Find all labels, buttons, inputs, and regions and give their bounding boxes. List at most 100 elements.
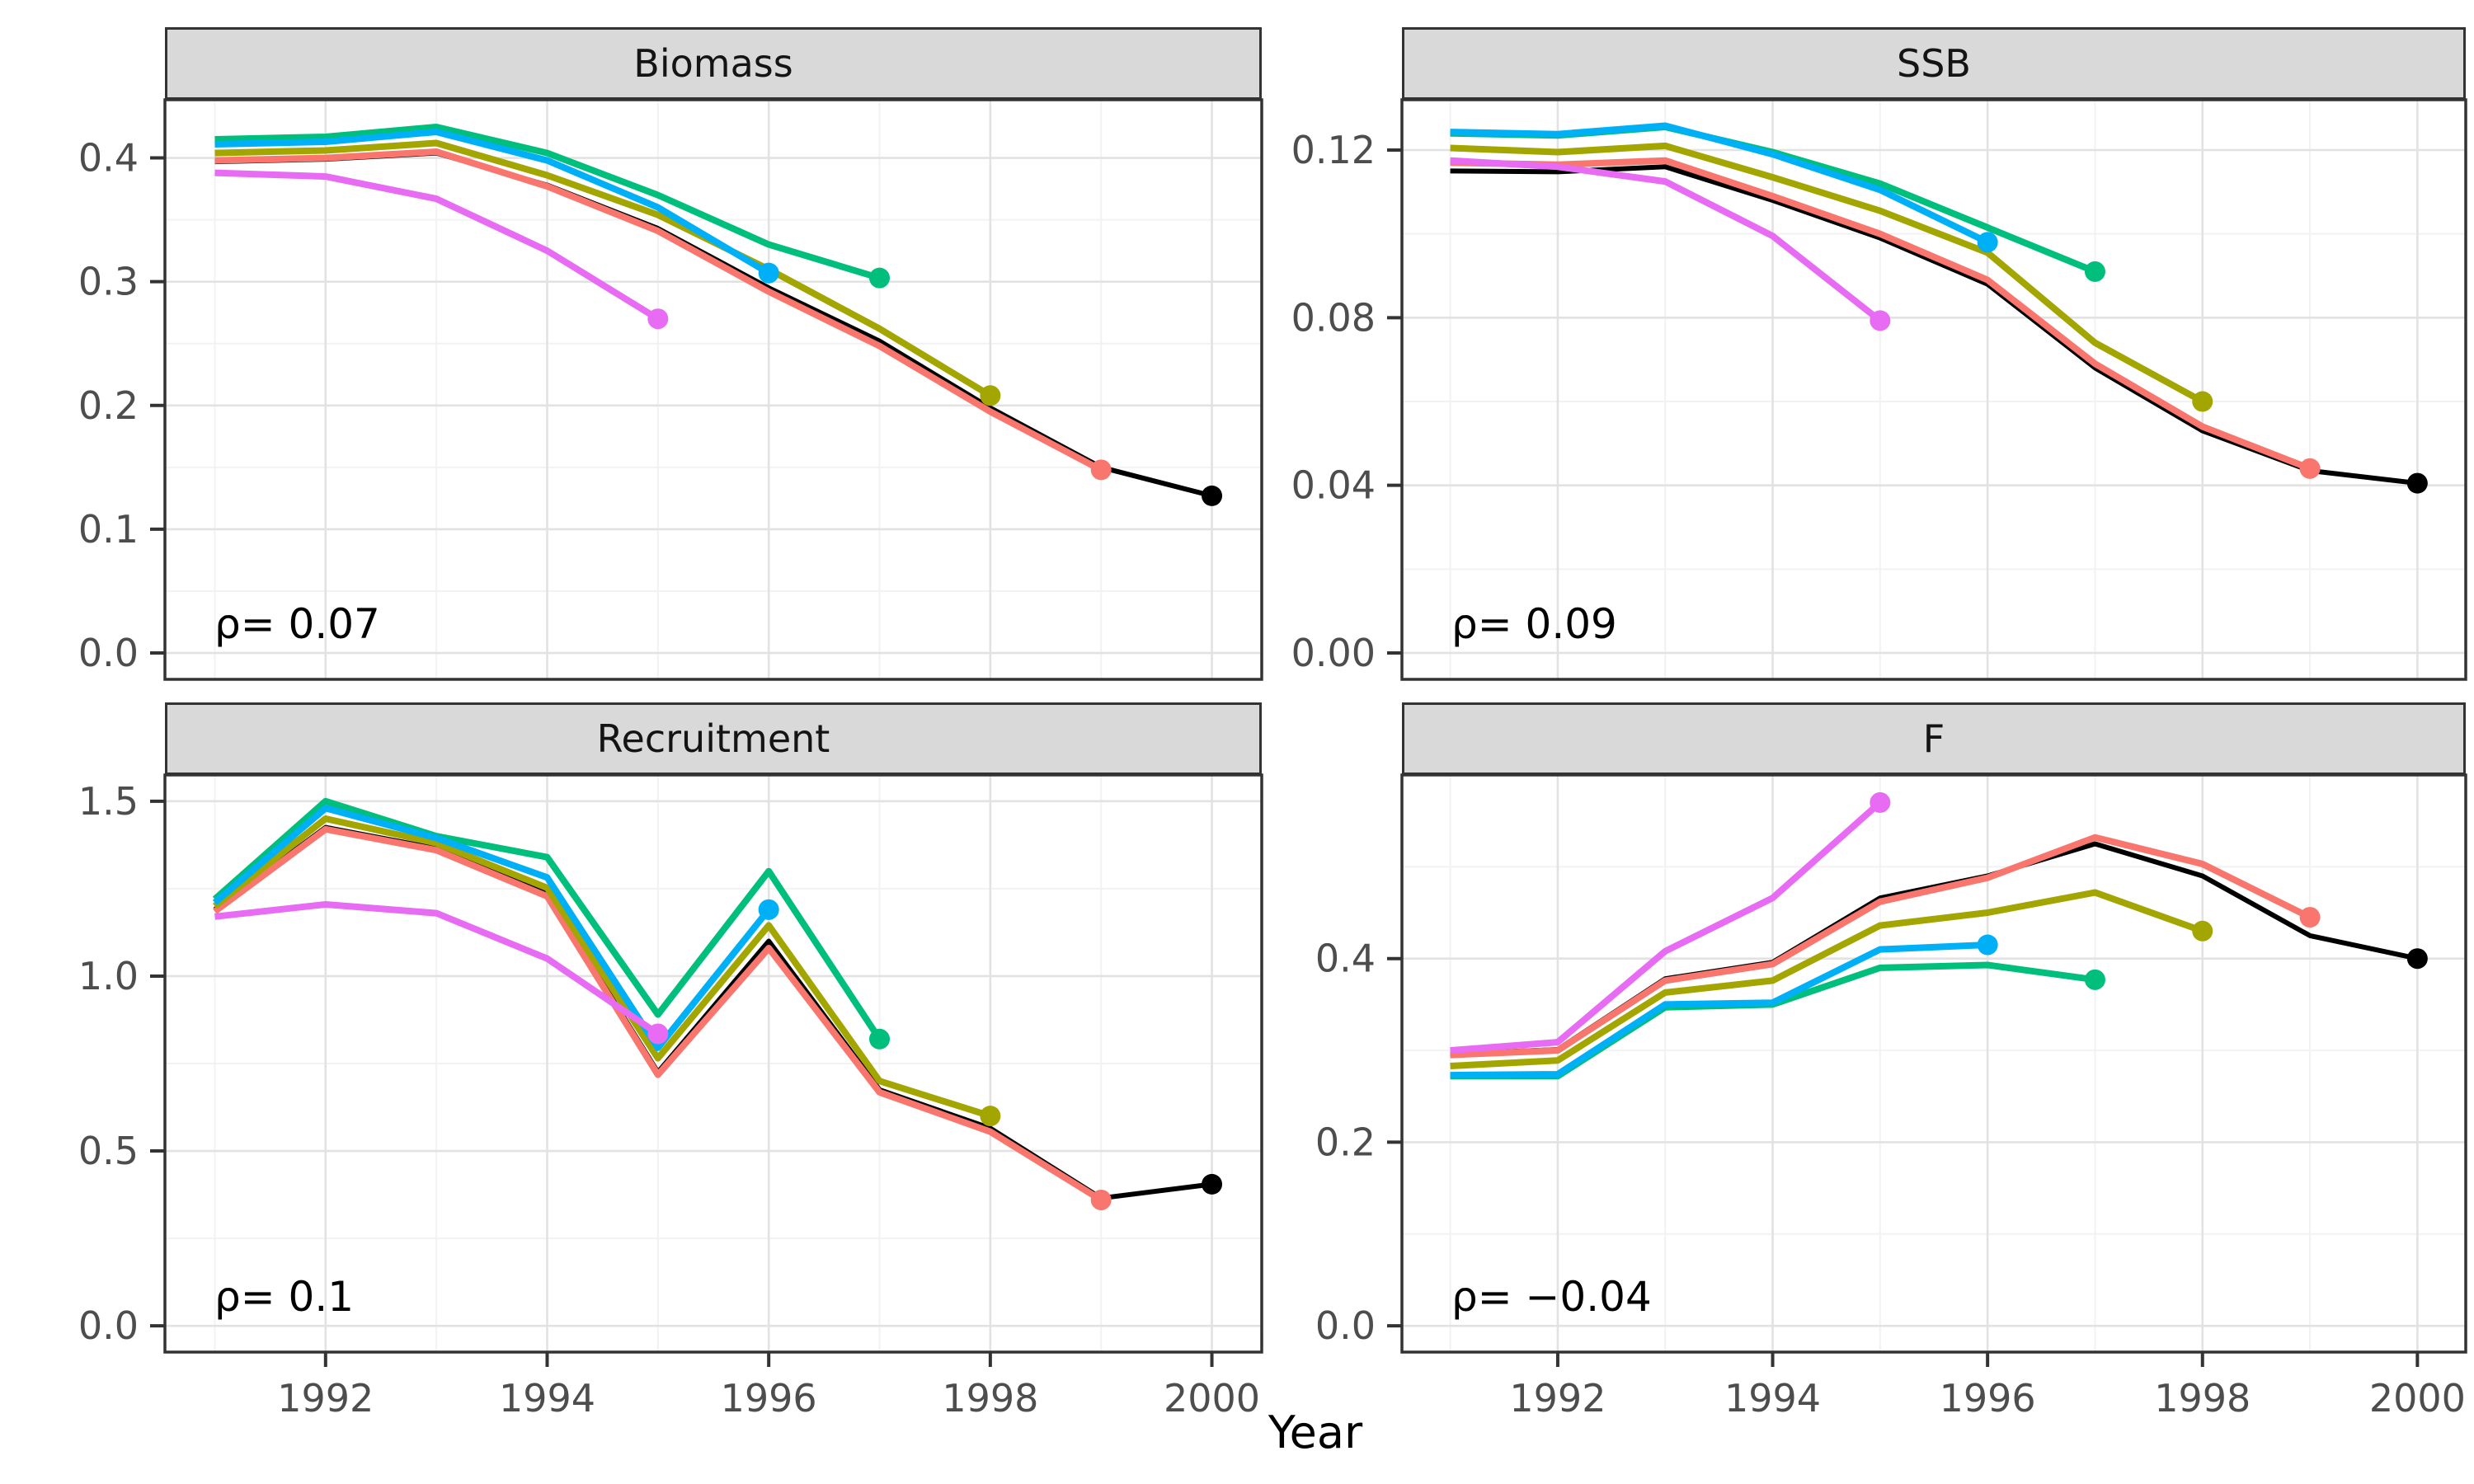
facet-strip-ssb: SSB xyxy=(1402,27,2466,100)
series-endpoint-peel-1999 xyxy=(1090,459,1112,481)
y-tick-label: 0.08 xyxy=(1291,295,1376,340)
panel-recruitment: 0.0 0.5 1.0 1.5 1992 1994 1996 1998 2000 xyxy=(78,773,1263,1421)
series-line-peel-1995 xyxy=(1450,800,1883,1054)
series-endpoint-peel-1998 xyxy=(2192,920,2213,942)
y-tick-label: 0.12 xyxy=(1291,128,1376,172)
x-tick-label: 1992 xyxy=(1509,1376,1606,1421)
facet-title-biomass: Biomass xyxy=(633,41,793,86)
panel-border xyxy=(1400,98,2467,681)
y-tick-label: 0.5 xyxy=(78,1129,139,1173)
y-tick-label: 0.04 xyxy=(1291,463,1376,508)
panel-background xyxy=(165,100,1262,679)
series-endpoint-peel-1998 xyxy=(2192,391,2213,412)
x-tick-label: 1994 xyxy=(1724,1376,1821,1421)
facet-title-ssb: SSB xyxy=(1897,41,1971,86)
series-line-peel-1995 xyxy=(214,901,661,1037)
series-line-peel-1999 xyxy=(1450,834,2312,1059)
panel-ssb: 0.00 0.04 0.08 0.12 xyxy=(1291,98,2467,681)
series-line-peel-1997 xyxy=(212,797,882,1041)
series-endpoint-peel-1995 xyxy=(647,1023,669,1045)
series-endpoint-base-2000 xyxy=(1202,485,1223,506)
y-axis: 0.0 0.5 1.0 1.5 xyxy=(78,779,165,1348)
series-endpoint-peel-1997 xyxy=(869,267,891,289)
facet-title-recruitment: Recruitment xyxy=(596,716,830,761)
y-tick-label: 0.1 xyxy=(78,507,139,552)
series-line-peel-1996 xyxy=(214,129,771,276)
x-tick-label: 2000 xyxy=(1164,1376,1260,1421)
y-tick-label: 0.3 xyxy=(78,260,139,304)
x-tick-label: 2000 xyxy=(2369,1376,2466,1421)
rho-annotation-f: ρ= −0.04 xyxy=(1451,1273,1652,1321)
x-axis: 1992 1994 1996 1998 2000 xyxy=(277,1352,1260,1421)
facet-strip-recruitment: Recruitment xyxy=(165,702,1262,775)
y-tick-label: 1.5 xyxy=(78,779,139,824)
rho-annotation-ssb: ρ= 0.09 xyxy=(1451,600,1617,648)
y-tick-label: 0.4 xyxy=(78,136,139,181)
y-axis: 0.00 0.04 0.08 0.12 xyxy=(1291,128,1402,675)
panel-border xyxy=(163,98,1263,681)
series-endpoint-peel-1995 xyxy=(1870,791,1891,813)
series-line-peel-1997 xyxy=(214,124,881,282)
series-line-peel-1995 xyxy=(214,169,660,322)
series-line-peel-1998 xyxy=(213,815,992,1120)
series-line-peel-1996 xyxy=(212,805,772,1051)
series-endpoint-peel-1999 xyxy=(2299,907,2321,928)
x-axis: 1992 1994 1996 1998 2000 xyxy=(1509,1352,2466,1421)
series-endpoint-peel-1998 xyxy=(980,385,1001,406)
x-tick-label: 1994 xyxy=(499,1376,595,1421)
series-endpoint-base-2000 xyxy=(2406,472,2428,494)
panel-background xyxy=(1402,100,2466,679)
y-tick-label: 0.2 xyxy=(1315,1120,1376,1164)
series-line-peel-1999 xyxy=(213,825,1103,1203)
series-endpoint-base-2000 xyxy=(2406,948,2428,970)
panel-border xyxy=(1400,773,2467,1354)
y-axis: 0.0 0.2 0.4 xyxy=(1315,937,1402,1348)
series-line-peel-1996 xyxy=(1450,122,1989,246)
series-endpoint-peel-1998 xyxy=(980,1106,1001,1127)
series-line-peel-1995 xyxy=(1450,157,1883,324)
rho-annotation-recruitment: ρ= 0.1 xyxy=(214,1273,355,1321)
panel-f: 0.0 0.2 0.4 1992 1994 1996 1998 2000 xyxy=(1315,773,2467,1421)
x-tick-label: 1998 xyxy=(2154,1376,2251,1421)
series-endpoint-peel-1995 xyxy=(647,308,669,330)
x-tick-label: 1992 xyxy=(277,1376,374,1421)
series-endpoint-base-2000 xyxy=(1202,1173,1223,1195)
grid-major xyxy=(1402,100,2466,679)
series-line-peel-1998 xyxy=(1450,889,2204,1069)
series-endpoint-peel-1997 xyxy=(2084,969,2105,990)
y-tick-label: 0.0 xyxy=(78,631,139,675)
grid-major xyxy=(165,775,1262,1352)
y-tick-label: 0.4 xyxy=(1315,937,1376,981)
x-tick-label: 1996 xyxy=(1940,1376,2036,1421)
y-tick-label: 0.00 xyxy=(1291,631,1376,675)
series-endpoint-peel-1997 xyxy=(2084,261,2105,282)
x-axis-title: Year xyxy=(1268,1407,1363,1458)
y-axis: 0.0 0.1 0.2 0.3 0.4 xyxy=(78,136,165,675)
series-line-peel-1998 xyxy=(1450,142,2204,405)
series-endpoint-peel-1996 xyxy=(1977,232,1998,253)
facet-title-f: F xyxy=(1922,716,1945,761)
y-tick-label: 0.0 xyxy=(78,1303,139,1348)
series-line-peel-1999 xyxy=(1450,157,2312,472)
series-line-peel-1998 xyxy=(214,139,992,399)
facet-strip-f: F xyxy=(1402,702,2466,775)
panel-border xyxy=(163,773,1263,1354)
panel-background xyxy=(1402,775,2466,1352)
series-line-peel-1996 xyxy=(1450,942,1988,1079)
series-endpoint-peel-1999 xyxy=(1090,1189,1112,1210)
y-tick-label: 0.0 xyxy=(1315,1303,1376,1348)
y-tick-label: 1.0 xyxy=(78,954,139,998)
y-tick-label: 0.2 xyxy=(78,383,139,428)
series-endpoint-peel-1999 xyxy=(2299,458,2321,479)
series-endpoint-peel-1996 xyxy=(1977,934,1998,956)
rho-annotation-biomass: ρ= 0.07 xyxy=(214,600,380,648)
grid-minor xyxy=(165,775,1262,1352)
panel-biomass: 0.0 0.1 0.2 0.3 0.4 xyxy=(78,98,1263,681)
series-endpoint-peel-1995 xyxy=(1870,310,1891,331)
x-tick-label: 1998 xyxy=(942,1376,1038,1421)
series-endpoint-peel-1996 xyxy=(758,899,779,920)
x-tick-label: 1996 xyxy=(721,1376,817,1421)
series-endpoint-peel-1996 xyxy=(758,262,779,284)
